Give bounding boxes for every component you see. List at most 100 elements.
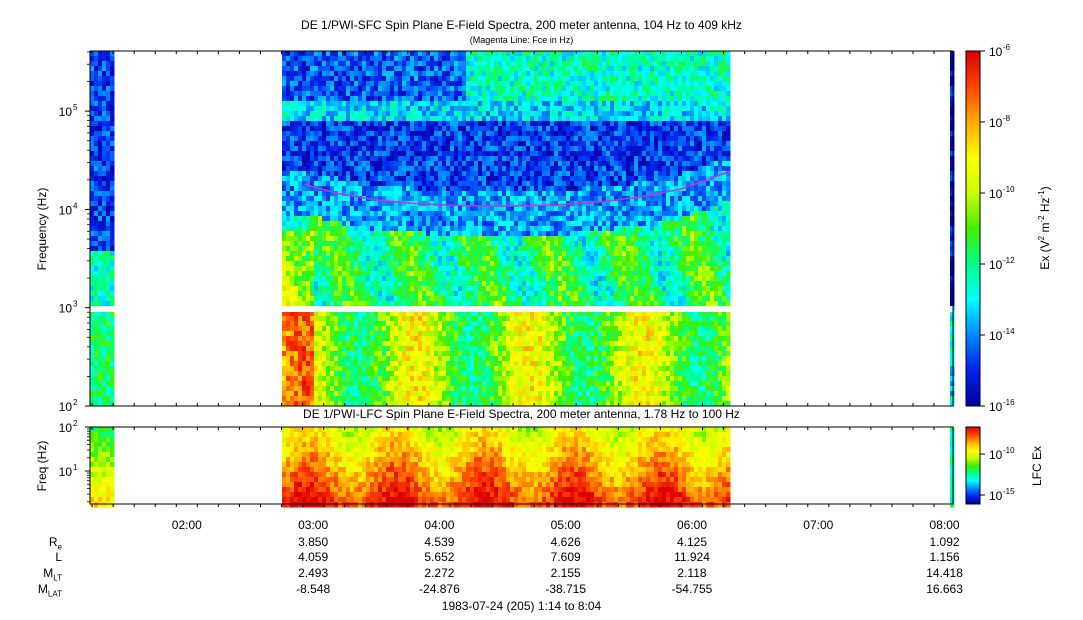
sfc-cell: [102, 296, 107, 302]
sfc-cell: [530, 266, 535, 272]
sfc-cell: [330, 146, 335, 152]
sfc-cell: [282, 351, 287, 357]
sfc-cell: [362, 231, 367, 237]
sfc-cell: [106, 126, 111, 132]
sfc-cell: [434, 221, 439, 227]
sfc-cell: [466, 111, 471, 117]
sfc-cell: [318, 336, 323, 342]
sfc-cell: [366, 331, 371, 337]
sfc-cell: [310, 51, 315, 57]
sfc-cell: [410, 381, 415, 387]
sfc-cell: [454, 126, 459, 132]
sfc-cell: [366, 141, 371, 147]
sfc-cell: [362, 126, 367, 132]
sfc-cell: [462, 81, 467, 87]
sfc-cell: [518, 216, 523, 222]
chart-subtitle-sfc: (Magenta Line: Fce in Hz): [469, 35, 574, 45]
sfc-cell: [426, 211, 431, 217]
sfc-cell: [358, 106, 363, 112]
sfc-cell: [346, 61, 351, 67]
sfc-cell: [302, 366, 307, 372]
sfc-cell: [490, 171, 495, 177]
sfc-cell: [418, 151, 423, 157]
sfc-cell: [306, 141, 311, 147]
sfc-cell: [282, 121, 287, 127]
sfc-cell: [522, 151, 527, 157]
sfc-cell: [378, 356, 383, 362]
sfc-cell: [478, 316, 483, 322]
sfc-cell: [478, 131, 483, 137]
sfc-cell: [522, 221, 527, 227]
sfc-cell: [522, 166, 527, 172]
sfc-cell: [454, 366, 459, 372]
sfc-cell: [466, 246, 471, 252]
sfc-cell: [402, 156, 407, 162]
sfc-cell: [342, 241, 347, 247]
sfc-cell: [302, 381, 307, 387]
sfc-cell: [402, 76, 407, 82]
sfc-cell: [514, 151, 519, 157]
sfc-cell: [466, 331, 471, 337]
sfc-cell: [514, 131, 519, 137]
sfc-cell: [282, 171, 287, 177]
sfc-cell: [402, 96, 407, 102]
sfc-cell: [498, 286, 503, 292]
sfc-cell: [366, 266, 371, 272]
sfc-cell: [110, 166, 115, 172]
sfc-cell: [454, 336, 459, 342]
sfc-cell: [514, 331, 519, 337]
sfc-cell: [390, 136, 395, 142]
sfc-cell: [522, 401, 527, 407]
sfc-cell: [394, 221, 399, 227]
sfc-cell: [362, 246, 367, 252]
sfc-cell: [342, 151, 347, 157]
sfc-cell: [494, 171, 499, 177]
sfc-cell: [406, 96, 411, 102]
sfc-cell: [338, 226, 343, 232]
sfc-cell: [354, 216, 359, 222]
sfc-cell: [454, 351, 459, 357]
sfc-cell: [514, 166, 519, 172]
sfc-cell: [334, 111, 339, 117]
sfc-cell: [370, 131, 375, 137]
sfc-cell: [302, 111, 307, 117]
sfc-cell: [466, 356, 471, 362]
sfc-cell: [382, 76, 387, 82]
sfc-cell: [534, 231, 539, 237]
sfc-cell: [386, 271, 391, 277]
sfc-cell: [498, 316, 503, 322]
sfc-cell: [314, 181, 319, 187]
sfc-cell: [374, 161, 379, 167]
sfc-cell: [358, 331, 363, 337]
sfc-cell: [438, 81, 443, 87]
sfc-cell: [450, 171, 455, 177]
sfc-cell: [366, 286, 371, 292]
sfc-cell: [102, 81, 107, 87]
sfc-cell: [442, 241, 447, 247]
sfc-cell: [286, 71, 291, 77]
sfc-cell: [362, 211, 367, 217]
sfc-cell: [486, 236, 491, 242]
sfc-cell: [314, 151, 319, 157]
sfc-cell: [482, 76, 487, 82]
sfc-cell: [478, 71, 483, 77]
sfc-cell: [298, 176, 303, 182]
sfc-cell: [322, 56, 327, 62]
sfc-cell: [434, 81, 439, 87]
sfc-cell: [514, 156, 519, 162]
sfc-cell: [454, 191, 459, 197]
sfc-cell: [318, 346, 323, 352]
sfc-cell: [370, 241, 375, 247]
sfc-cell: [426, 261, 431, 267]
sfc-cell: [494, 156, 499, 162]
sfc-cell: [338, 241, 343, 247]
sfc-cell: [430, 331, 435, 337]
sfc-cell: [354, 61, 359, 67]
sfc-cell: [502, 191, 507, 197]
sfc-cell: [426, 121, 431, 127]
sfc-cell: [382, 191, 387, 197]
sfc-cell: [454, 141, 459, 147]
sfc-cell: [534, 56, 539, 62]
sfc-cell: [462, 156, 467, 162]
sfc-cell: [494, 191, 499, 197]
